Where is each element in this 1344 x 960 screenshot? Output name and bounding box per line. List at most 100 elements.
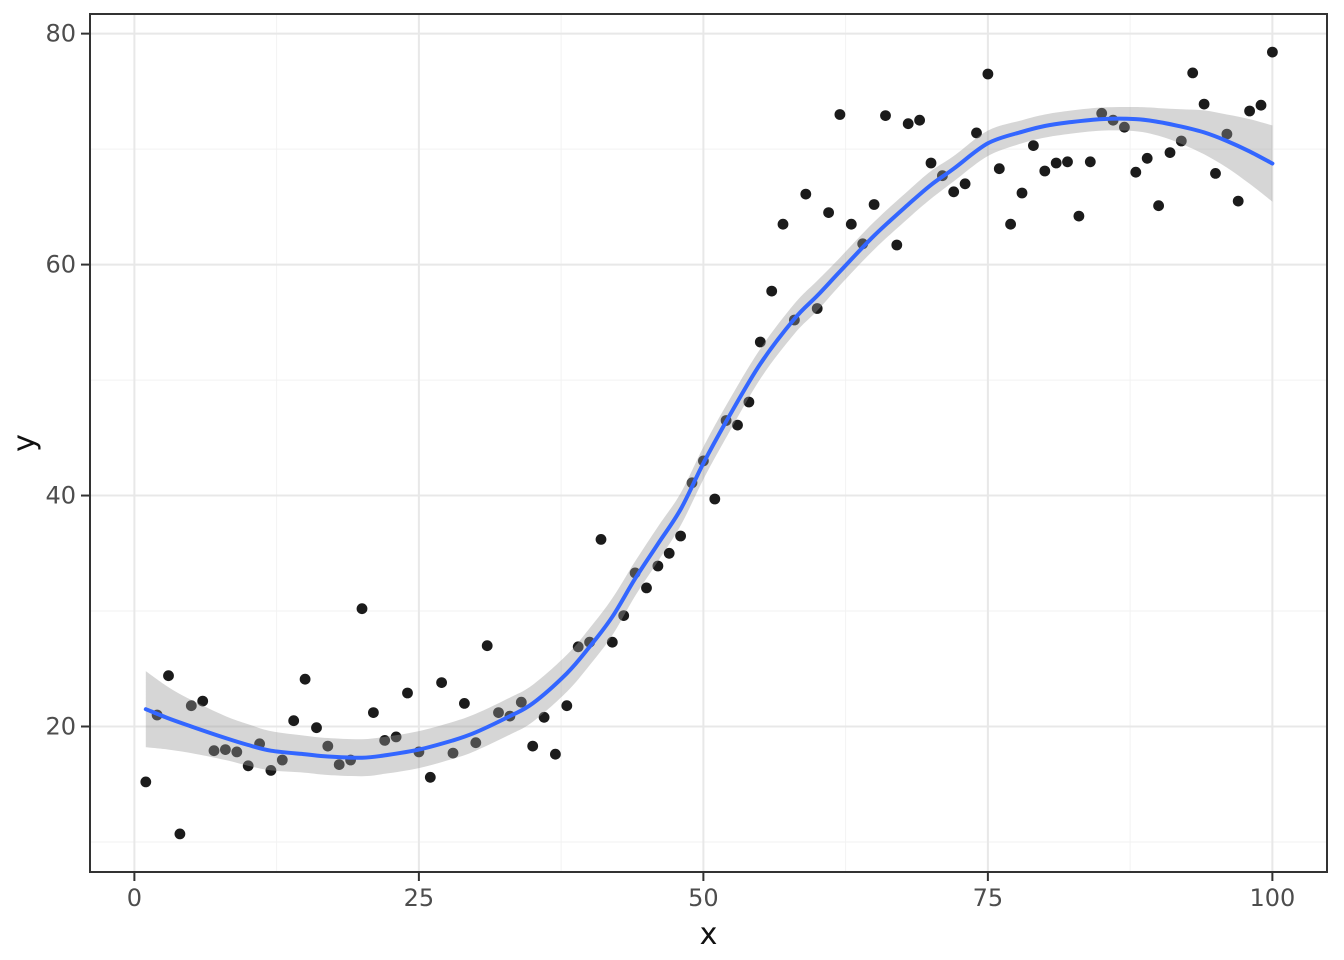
data-point xyxy=(1141,152,1153,164)
data-point xyxy=(163,670,174,682)
data-point xyxy=(709,493,721,505)
data-point xyxy=(561,700,573,712)
data-point xyxy=(379,735,391,746)
data-point xyxy=(1130,166,1142,178)
data-point xyxy=(811,303,823,314)
data-point xyxy=(663,547,675,559)
data-point xyxy=(800,188,812,200)
data-point xyxy=(276,754,288,766)
y-axis-title: y xyxy=(7,434,42,452)
data-point xyxy=(823,207,834,219)
data-point xyxy=(1153,200,1164,212)
data-point xyxy=(515,696,527,708)
loess-smooth-line xyxy=(143,116,1275,760)
data-point xyxy=(675,530,686,542)
data-point xyxy=(1221,128,1233,140)
data-point xyxy=(959,178,971,190)
data-point xyxy=(402,687,413,699)
data-point xyxy=(299,673,311,685)
y-tick-label: 40 xyxy=(45,482,76,510)
data-point xyxy=(333,759,345,770)
data-point xyxy=(868,199,880,210)
data-point xyxy=(1244,105,1255,117)
data-point xyxy=(1175,135,1187,147)
x-tick-label: 50 xyxy=(688,884,719,912)
panel-background xyxy=(90,14,1327,872)
data-point xyxy=(914,114,925,126)
x-tick-label: 100 xyxy=(1249,884,1295,912)
data-point xyxy=(891,239,903,251)
data-point xyxy=(1005,218,1016,230)
data-point xyxy=(470,737,482,749)
data-point xyxy=(390,731,402,743)
data-point xyxy=(493,707,504,718)
data-point xyxy=(1164,147,1176,159)
data-point xyxy=(1096,107,1108,119)
panel-frame xyxy=(89,13,1328,873)
data-point xyxy=(777,218,789,230)
data-point xyxy=(971,127,982,139)
axes: 0 25 50 75 100 20 40 60 80 xyxy=(45,20,1295,912)
data-point xyxy=(1039,165,1051,177)
data-point xyxy=(1119,121,1130,133)
data-point xyxy=(322,740,334,752)
data-point xyxy=(766,285,778,297)
data-point xyxy=(550,748,561,760)
y-tick-label: 80 xyxy=(45,20,76,48)
data-point xyxy=(880,110,891,121)
data-point xyxy=(311,722,322,734)
data-point xyxy=(174,828,186,840)
data-point xyxy=(208,745,220,757)
data-point xyxy=(140,776,152,788)
x-axis-title: x xyxy=(700,917,718,952)
data-point xyxy=(1084,156,1096,168)
data-point xyxy=(993,163,1005,175)
data-point xyxy=(424,771,436,783)
data-point xyxy=(834,109,846,120)
data-point xyxy=(220,744,231,755)
data-point xyxy=(1267,46,1278,58)
data-point xyxy=(618,610,630,621)
panel-border xyxy=(89,13,1328,873)
data-point xyxy=(527,740,539,752)
data-point xyxy=(242,760,254,772)
data-point xyxy=(1255,99,1267,111)
data-point xyxy=(481,640,493,652)
data-point xyxy=(1210,168,1221,179)
data-point xyxy=(925,157,937,169)
data-point xyxy=(231,746,243,758)
smooth-layer xyxy=(143,106,1275,777)
data-point xyxy=(754,336,766,348)
data-point xyxy=(197,695,209,707)
panel-gridlines xyxy=(90,14,1327,872)
data-point xyxy=(641,582,652,594)
data-point xyxy=(265,765,277,776)
data-point xyxy=(948,186,960,198)
data-point xyxy=(447,747,459,759)
data-point xyxy=(1062,156,1073,168)
y-tick-label: 20 xyxy=(45,712,76,740)
data-point xyxy=(1028,140,1039,152)
data-point xyxy=(1073,210,1085,222)
data-point xyxy=(538,711,550,723)
data-point xyxy=(652,560,664,572)
data-point xyxy=(732,419,743,431)
x-tick-label: 25 xyxy=(404,884,435,912)
data-point xyxy=(1187,67,1199,79)
data-point xyxy=(595,534,607,545)
data-point xyxy=(288,715,300,727)
x-tick-label: 0 xyxy=(127,884,142,912)
data-point xyxy=(1232,195,1244,207)
data-point xyxy=(606,636,618,648)
data-point xyxy=(572,641,584,653)
data-point xyxy=(982,68,994,80)
data-point xyxy=(356,603,368,615)
data-point xyxy=(1016,187,1028,199)
data-point xyxy=(743,396,755,408)
data-point xyxy=(845,218,857,230)
data-point xyxy=(1050,157,1062,169)
data-point xyxy=(436,677,447,688)
data-point xyxy=(368,707,379,718)
